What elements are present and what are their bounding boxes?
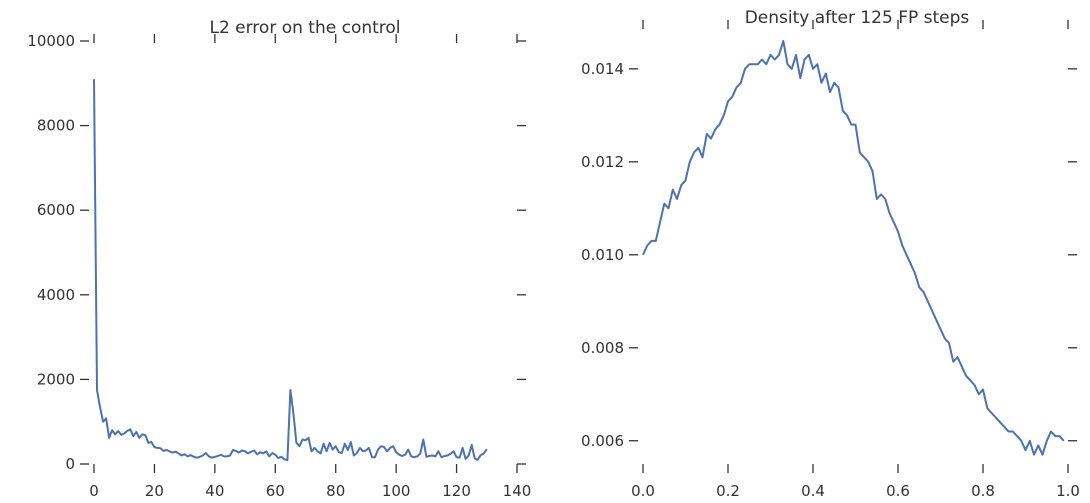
x-tick-label: 60 [266,482,285,500]
x-tick-label: 20 [145,482,164,500]
x-tick-label: 80 [326,482,345,500]
x-tick-label: 0.0 [631,482,655,500]
y-tick-label: 0.014 [581,60,624,78]
x-tick-label: 100 [382,482,411,500]
x-tick-label: 0 [89,482,99,500]
y-tick-label: 10000 [27,32,75,50]
x-tick-label: 0.8 [971,482,995,500]
x-tick-label: 120 [442,482,471,500]
x-tick-label: 40 [205,482,224,500]
y-tick-label: 0 [65,455,75,473]
y-tick-label: 4000 [37,286,75,304]
l2-error-chart: L2 error on the control 0200040006000800… [27,18,531,500]
chart-title: L2 error on the control [209,18,400,38]
y-tick-label: 0.012 [581,153,624,171]
series-line-density [642,39,1065,456]
chart-title: Density after 125 FP steps [745,8,970,28]
density-chart: Density after 125 FP steps 0.0060.0080.0… [581,8,1080,500]
y-tick-label: 6000 [37,201,75,219]
y-tick-label: 8000 [37,117,75,135]
series-line-l2-error [93,79,488,462]
x-tick-label: 0.4 [801,482,825,500]
y-tick-label: 0.006 [581,432,624,450]
x-tick-label: 140 [503,482,532,500]
x-tick-label: 0.6 [886,482,910,500]
x-tick-label: 1.0 [1056,482,1080,500]
axis-ticks: 0.006 0.008 0.010 0.012 0.014 0.0 0.2 0.4 0.6 0.8… [581,20,1080,500]
axis-ticks: 0 2000 4000 6000 8000 10000 0 20 40 60 80 100 120 140 [27,32,531,500]
x-tick-label: 0.2 [716,482,740,500]
y-tick-label: 0.008 [581,339,624,357]
y-tick-label: 0.010 [581,246,624,264]
y-tick-label: 2000 [37,370,75,388]
